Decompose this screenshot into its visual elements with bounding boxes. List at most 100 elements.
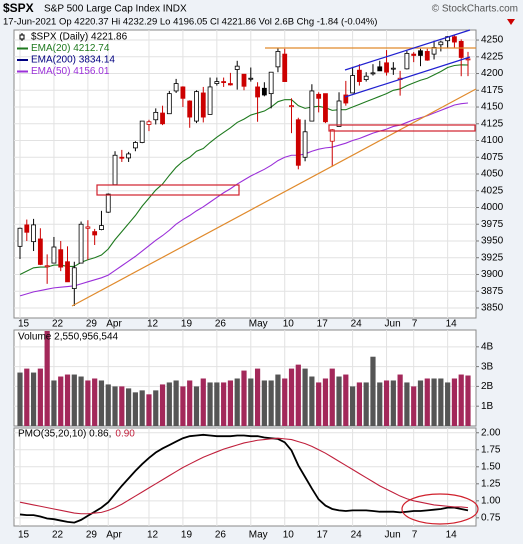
candle-body (350, 75, 356, 94)
candle-body (356, 69, 362, 82)
volume-bar (17, 372, 23, 426)
source: © StockCharts.com (432, 4, 518, 15)
candle-body (255, 86, 260, 98)
volume-bar (112, 386, 118, 426)
volume-bar (234, 378, 240, 426)
candle-body (336, 100, 342, 127)
candle-body (139, 120, 145, 143)
volume-bar (159, 384, 166, 426)
change-arrow (507, 19, 515, 25)
y-tick-label: 1B (481, 401, 494, 412)
volume-bar (241, 370, 247, 426)
legend-label: EMA(50) 4156.01 (31, 66, 110, 77)
candle-body (424, 51, 430, 61)
volume-bar (51, 380, 57, 426)
y-tick-label: 4250 (481, 35, 504, 46)
candle-body (241, 73, 247, 87)
volume-bar (44, 330, 50, 426)
candle-body (438, 41, 444, 46)
candle-body (228, 83, 233, 86)
volume-bar (336, 376, 342, 426)
candle-body (323, 93, 328, 123)
candle-body (248, 77, 254, 80)
volume-bar (329, 368, 335, 426)
annotations (71, 19, 515, 525)
y-tick-label: 3950 (481, 236, 504, 247)
x-tick-label: 15 (18, 530, 30, 541)
candle-body (119, 156, 125, 159)
volume-bar (254, 368, 261, 426)
y-tick-label: 1.75 (481, 444, 501, 455)
y-tick-label: 4100 (481, 135, 504, 146)
volume-bar (105, 384, 111, 426)
x-tick-label: 14 (446, 530, 458, 541)
volume-bar (166, 382, 172, 426)
candle-body (65, 261, 70, 283)
volume-bar (126, 388, 132, 426)
candle-body (343, 94, 349, 104)
volume-bar (200, 378, 206, 426)
candle-body (71, 267, 77, 289)
volume-bar (282, 378, 288, 426)
candle-body (404, 53, 410, 70)
candle-body (411, 53, 417, 56)
candle-body (99, 225, 104, 230)
candle-body (17, 227, 23, 247)
volume-bar (78, 376, 84, 426)
candle-body (214, 81, 220, 84)
x-tick-label: 12 (147, 319, 159, 330)
candle-body (418, 50, 423, 56)
y-tick-label: 4200 (481, 68, 504, 79)
candle-body (92, 231, 98, 236)
candle-body (458, 40, 464, 58)
volume-bar (58, 376, 64, 426)
y-tick-label: 4B (481, 341, 494, 352)
candle-body (465, 58, 471, 61)
candle-body (268, 71, 274, 95)
volume-bar (187, 380, 193, 426)
candle-body (316, 93, 322, 99)
y-tick-label: 3900 (481, 269, 504, 280)
candle-body (58, 249, 64, 268)
volume-bar (431, 378, 437, 426)
volume-bar (119, 386, 125, 426)
volume-bar (85, 380, 91, 426)
y-tick-label: 2B (481, 381, 494, 392)
candle-body (37, 238, 43, 265)
volume-bar (30, 372, 37, 426)
channel-line (344, 56, 471, 98)
y-tick-label: 3850 (481, 303, 504, 314)
volume-bar (261, 380, 267, 426)
candle-body (200, 92, 206, 118)
volume-bar (64, 374, 71, 426)
x-tick-label: May (249, 530, 268, 541)
volume-bar (465, 375, 471, 426)
candle-body (153, 111, 159, 121)
x-tick-label: 17 (317, 530, 329, 541)
candle-body (112, 154, 118, 186)
x-tick-label: Jun (385, 530, 401, 541)
candle-body (295, 119, 301, 166)
volume-bar (417, 380, 424, 426)
chart-title: S&P 500 Large Cap Index INDX (44, 4, 187, 15)
x-tick-label: 17 (317, 319, 329, 330)
x-tick-label: 12 (147, 530, 159, 541)
plot-area (17, 35, 471, 306)
y-tick-label: 2.00 (481, 427, 501, 438)
candle-body (234, 65, 240, 70)
candle-body (24, 224, 30, 233)
volume-bar (139, 390, 145, 426)
volume-bar (248, 378, 254, 426)
y-tick-label: 0.75 (481, 512, 501, 523)
candle-body (44, 265, 50, 268)
volume-bar (71, 374, 77, 426)
volume-bar (173, 380, 179, 426)
x-tick-label: 24 (351, 530, 363, 541)
pmo-panel (13, 427, 477, 527)
volume-bar (377, 382, 383, 426)
x-tick-label: 19 (181, 319, 193, 330)
volume-bar (37, 368, 43, 426)
candle-body (207, 86, 213, 115)
volume-bar (275, 374, 281, 426)
volume-bar (316, 382, 322, 426)
